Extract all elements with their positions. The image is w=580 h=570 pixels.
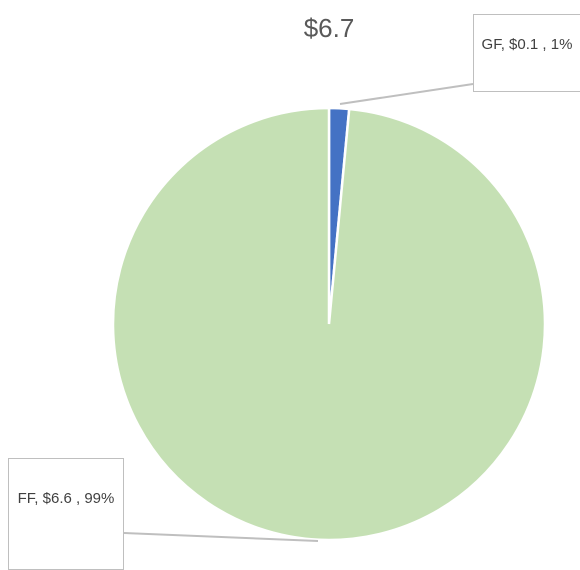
pie-slice bbox=[111, 106, 547, 542]
leader-line bbox=[123, 532, 319, 542]
data-label: FF, $6.6 , 99% bbox=[8, 458, 124, 570]
leader-line bbox=[339, 83, 474, 105]
data-label: GF, $0.1 , 1% bbox=[473, 14, 580, 92]
chart-title: $6.7 bbox=[304, 13, 355, 43]
